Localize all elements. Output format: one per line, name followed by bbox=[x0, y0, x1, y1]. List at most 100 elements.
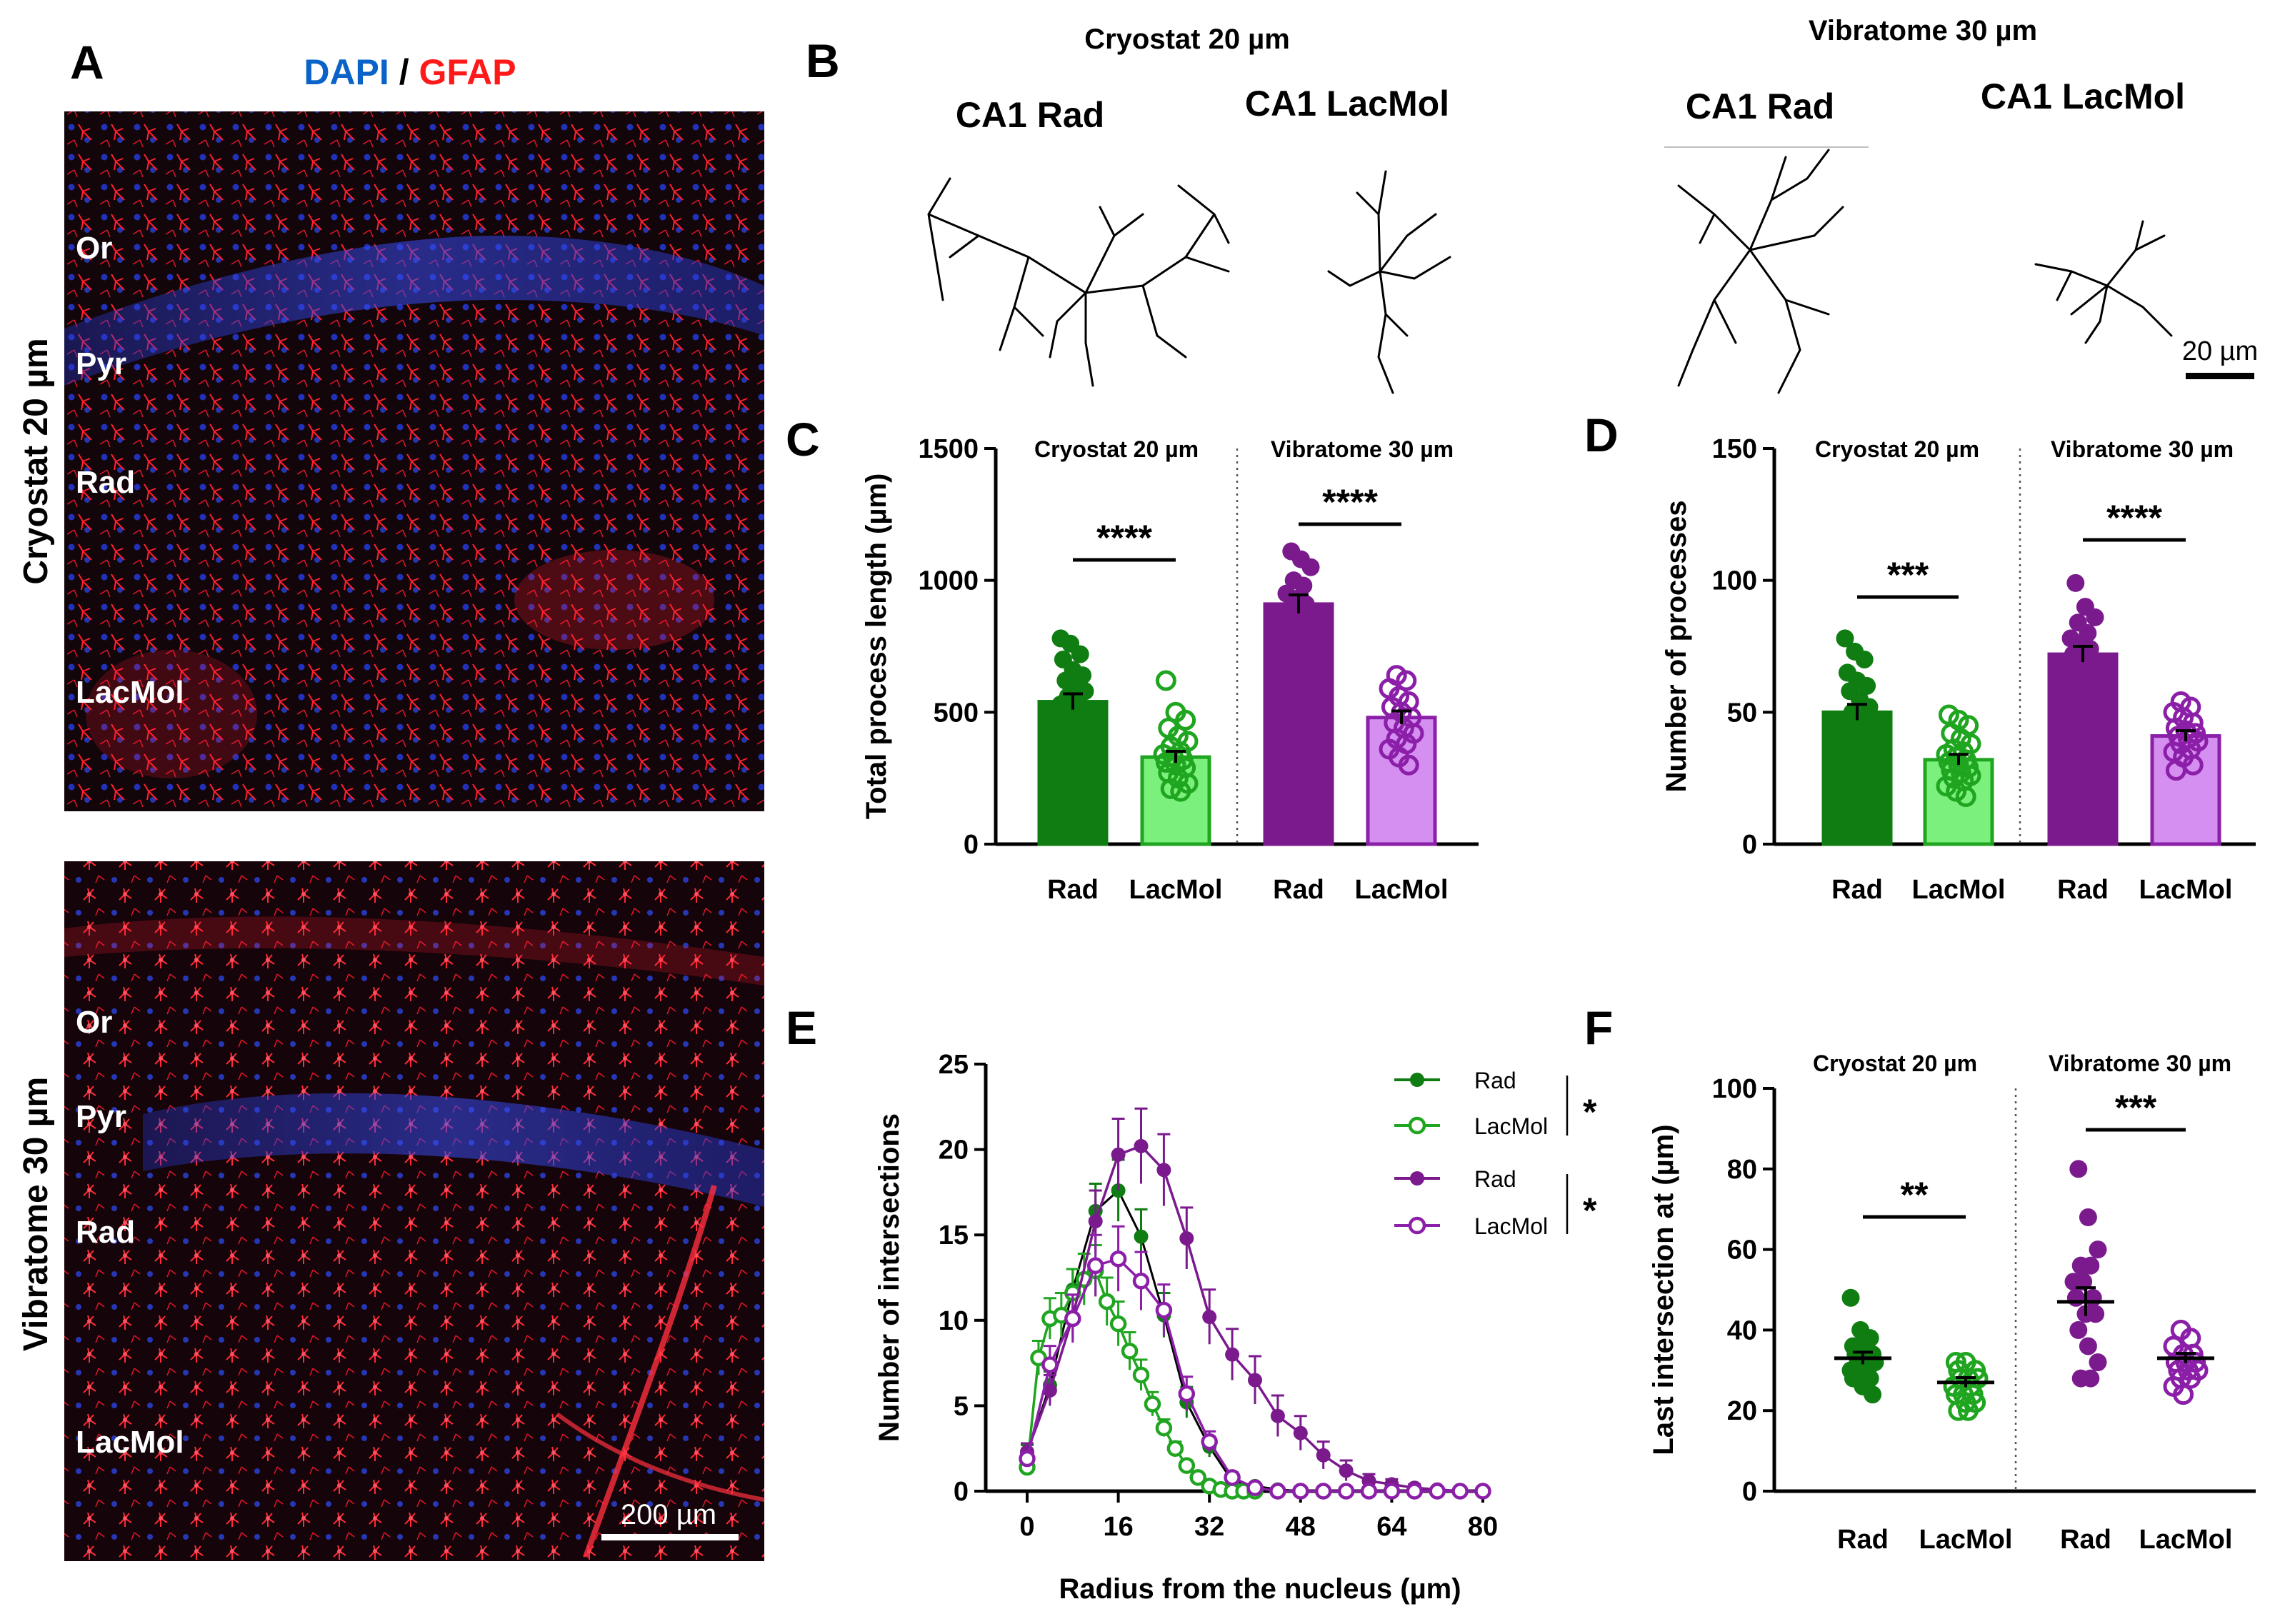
chart-d: 0 50 100 150 Number of processes Cryostat 20 … bbox=[1661, 434, 2256, 905]
data-point bbox=[1429, 1483, 1446, 1500]
group-label: Cryostat 20 µm bbox=[1813, 1051, 1977, 1076]
data-point bbox=[1109, 1315, 1127, 1333]
data-point bbox=[1134, 1229, 1149, 1244]
x-tick-label: Rad bbox=[2057, 875, 2109, 905]
data-point bbox=[2086, 608, 2104, 626]
data-point bbox=[1132, 1366, 1150, 1384]
y-tick-label: 1500 bbox=[918, 434, 979, 464]
data-point bbox=[1111, 1147, 1126, 1162]
y-tick-label: 100 bbox=[1712, 1074, 1757, 1104]
cell-label: CA1 Rad bbox=[956, 95, 1104, 135]
cell-label: CA1 Rad bbox=[1686, 86, 1834, 126]
data-point bbox=[1155, 1301, 1173, 1319]
data-point bbox=[2086, 671, 2104, 690]
data-point bbox=[1179, 1230, 1194, 1245]
scalebar-a-label: 200 µm bbox=[621, 1499, 716, 1530]
x-tick-label: 32 bbox=[1194, 1512, 1224, 1542]
x-tick-label: 64 bbox=[1376, 1512, 1406, 1542]
panel-label-b: B bbox=[806, 34, 840, 87]
layer-label: Or bbox=[76, 231, 112, 266]
data-point bbox=[1170, 781, 1191, 802]
cell-label: CA1 LacMol bbox=[1981, 76, 2185, 116]
data-point bbox=[1202, 1310, 1217, 1325]
y-tick-label: 20 bbox=[939, 1136, 969, 1166]
data-point bbox=[1248, 1373, 1262, 1388]
significance-label: * bbox=[1583, 1092, 1597, 1132]
data-point bbox=[2074, 1273, 2093, 1291]
data-point bbox=[1201, 1433, 1218, 1450]
x-tick-label: Rad bbox=[2060, 1525, 2111, 1555]
micrograph-cryostat bbox=[64, 111, 764, 811]
x-tick-label: LacMol bbox=[2139, 875, 2233, 905]
data-point bbox=[2089, 1240, 2107, 1259]
significance-label: **** bbox=[1322, 482, 1378, 522]
data-point bbox=[1337, 1483, 1355, 1500]
data-point bbox=[1121, 1343, 1139, 1360]
data-point bbox=[2066, 573, 2085, 592]
x-tick-label: LacMol bbox=[1912, 875, 2006, 905]
group-label: Vibratome 30 µm bbox=[1271, 436, 1454, 462]
x-tick-label: LacMol bbox=[2139, 1525, 2233, 1555]
y-tick-label: 0 bbox=[964, 830, 979, 860]
legend-swatch-marker bbox=[1410, 1171, 1424, 1186]
data-point bbox=[1071, 645, 1089, 663]
y-tick-label: 0 bbox=[1742, 1477, 1757, 1507]
data-point bbox=[1160, 778, 1181, 799]
data-point bbox=[1955, 786, 1976, 808]
panel-label-e: E bbox=[786, 1001, 817, 1054]
legend-swatch-marker bbox=[1408, 1216, 1426, 1235]
data-point bbox=[1041, 1356, 1059, 1373]
legend-label: Rad bbox=[1474, 1166, 1516, 1192]
cell-label: CA1 LacMol bbox=[1245, 84, 1449, 124]
x-tick-label: LacMol bbox=[1919, 1525, 2013, 1555]
data-point bbox=[2066, 1288, 2085, 1307]
data-point bbox=[1836, 629, 1854, 648]
data-point bbox=[1178, 1385, 1196, 1403]
panel-label-c: C bbox=[786, 413, 820, 466]
data-point bbox=[1189, 1469, 1206, 1486]
layers-cryostat: Or Pyr Rad LacMol bbox=[76, 231, 184, 710]
panel-label-f: F bbox=[1584, 1001, 1613, 1054]
micrograph-vibratome bbox=[64, 861, 765, 1561]
y-tick-label: 10 bbox=[939, 1306, 969, 1336]
y-tick-label: 100 bbox=[1712, 566, 1757, 596]
data-point bbox=[1134, 1138, 1149, 1153]
data-point bbox=[1841, 1288, 1860, 1307]
data-point bbox=[2086, 1305, 2105, 1323]
x-tick-label: Rad bbox=[1831, 875, 1883, 905]
significance-label: *** bbox=[1887, 555, 1929, 595]
astrocyte-tracing-vibratome-rad bbox=[1677, 149, 1844, 394]
layers-vibratome: Or Pyr Rad LacMol bbox=[76, 1005, 184, 1460]
panel-label-d: D bbox=[1584, 408, 1619, 461]
x-tick-label: Rad bbox=[1273, 875, 1324, 905]
y-tick-label: 25 bbox=[939, 1050, 969, 1080]
data-point bbox=[1474, 1483, 1491, 1500]
data-point bbox=[1864, 1385, 1882, 1404]
data-point bbox=[1074, 724, 1092, 743]
data-point bbox=[2069, 1160, 2088, 1178]
data-point bbox=[1064, 1310, 1081, 1328]
data-point bbox=[1383, 1483, 1401, 1500]
significance-label: **** bbox=[2106, 498, 2162, 538]
significance-label: *** bbox=[2115, 1088, 2157, 1128]
stain-legend: DAPI / GFAP bbox=[304, 52, 516, 92]
data-point bbox=[1156, 1163, 1171, 1178]
data-point bbox=[1301, 629, 1320, 648]
layer-label: LacMol bbox=[76, 675, 184, 710]
data-point bbox=[1948, 1400, 1969, 1421]
group-label: Cryostat 20 µm bbox=[1034, 436, 1199, 462]
data-point bbox=[2081, 1256, 2100, 1275]
data-point bbox=[1109, 1250, 1127, 1268]
astrocyte-tracing-vibratome-lacmol bbox=[2034, 220, 2173, 344]
data-point bbox=[2079, 1208, 2097, 1226]
y-tick-label: 20 bbox=[1727, 1396, 1757, 1426]
group-label: Cryostat 20 µm bbox=[1815, 436, 1979, 462]
data-point bbox=[2165, 760, 2186, 781]
data-point bbox=[1292, 1483, 1309, 1500]
data-point bbox=[1166, 1440, 1184, 1457]
y-tick-label: 500 bbox=[934, 698, 979, 728]
layer-label: Rad bbox=[76, 1215, 135, 1250]
y-tick-label: 5 bbox=[954, 1391, 969, 1421]
y-tick-label: 0 bbox=[1742, 830, 1757, 860]
